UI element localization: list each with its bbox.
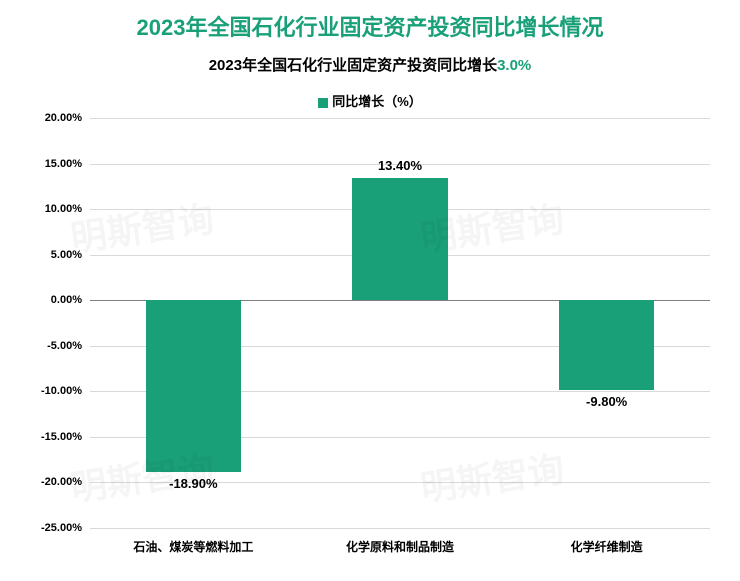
y-tick-label: 20.00% xyxy=(45,112,90,124)
y-tick-label: -15.00% xyxy=(41,431,90,443)
y-tick-label: -20.00% xyxy=(41,476,90,488)
grid-line xyxy=(90,528,710,529)
bar-value-label: -18.90% xyxy=(169,476,217,491)
chart-subtitle: 2023年全国石化行业固定资产投资同比增长3.0% xyxy=(0,54,740,75)
y-tick-label: 10.00% xyxy=(45,203,90,215)
plot-area: 20.00%15.00%10.00%5.00%0.00%-5.00%-10.00… xyxy=(90,118,710,528)
subtitle-value: 3.0% xyxy=(497,57,531,74)
bar xyxy=(559,300,654,389)
bar-value-label: -9.80% xyxy=(586,394,627,409)
y-tick-label: 15.00% xyxy=(45,158,90,170)
bar xyxy=(352,178,447,300)
subtitle-prefix: 2023年全国石化行业固定资产投资同比增长 xyxy=(209,57,497,74)
chart-title: 2023年全国石化行业固定资产投资同比增长情况 xyxy=(0,0,740,42)
x-tick-label: 化学纤维制造 xyxy=(571,538,643,555)
y-tick-label: 0.00% xyxy=(51,294,90,306)
y-tick-label: 5.00% xyxy=(51,249,90,261)
bar-value-label: 13.40% xyxy=(378,158,422,173)
bar xyxy=(146,300,241,472)
y-tick-label: -10.00% xyxy=(41,385,90,397)
x-tick-label: 石油、煤炭等燃料加工 xyxy=(133,538,253,555)
legend-swatch xyxy=(318,98,328,108)
legend-label: 同比增长（%） xyxy=(332,94,422,109)
y-tick-label: -5.00% xyxy=(47,340,90,352)
y-tick-label: -25.00% xyxy=(41,522,90,534)
chart-legend: 同比增长（%） xyxy=(0,91,740,110)
x-tick-label: 化学原料和制品制造 xyxy=(346,538,454,555)
grid-line xyxy=(90,118,710,119)
